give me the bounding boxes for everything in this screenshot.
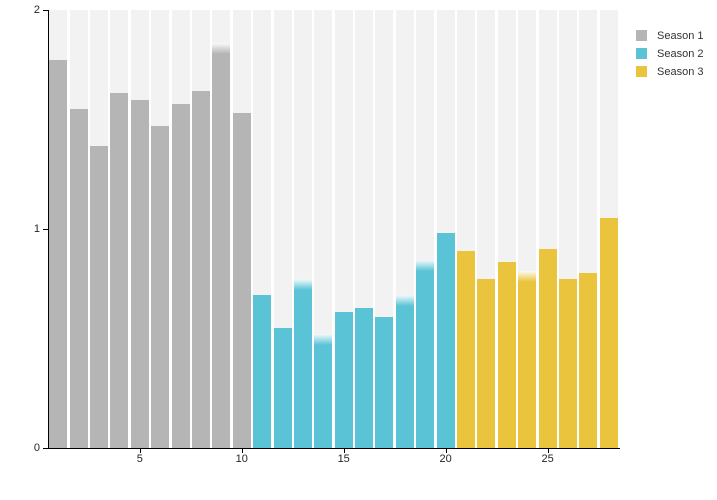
legend-item-season-3: Season 3: [636, 65, 704, 78]
bar-27-season-3: [579, 272, 598, 448]
bar-2-season-1: [69, 108, 88, 448]
y-axis-tick-label: 2: [33, 4, 40, 16]
bar-15-season-2: [334, 312, 353, 448]
legend-swatch-season-2: [636, 48, 647, 59]
bar-soft-top: [416, 259, 435, 271]
bar-14-season-2: [314, 334, 333, 448]
y-axis-tick-label: 1: [33, 223, 40, 235]
bar-soft-top: [293, 279, 312, 291]
x-axis-tick: [241, 449, 243, 453]
x-axis-tick: [139, 449, 141, 453]
y-axis-tick: [43, 448, 48, 449]
legend-swatch-season-3: [636, 66, 647, 77]
x-axis-tick-label: 5: [136, 453, 143, 465]
plot-area: [48, 10, 619, 448]
bar-26-season-3: [559, 279, 577, 448]
x-axis-line: [43, 448, 620, 449]
bar-10-season-1: [232, 112, 251, 448]
bar-soft-top: [314, 334, 333, 346]
bar-4-season-1: [110, 93, 129, 448]
bar-25-season-3: [538, 248, 557, 448]
bar-23-season-3: [497, 261, 516, 448]
bar-17-season-2: [375, 316, 394, 448]
legend-label-season-1: Season 1: [657, 29, 704, 42]
bar-5-season-1: [130, 99, 149, 448]
x-axis-tick-label: 25: [541, 453, 554, 465]
bar-16-season-2: [355, 307, 374, 448]
bar-3-season-1: [89, 145, 108, 448]
bar-1-season-1: [49, 60, 68, 448]
legend-label-season-3: Season 3: [657, 65, 704, 78]
x-axis-tick-label: 10: [235, 453, 248, 465]
y-axis-tick: [43, 10, 48, 11]
bar-8-season-1: [191, 91, 210, 448]
bar-21-season-3: [457, 250, 476, 448]
x-axis-tick-label: 20: [439, 453, 452, 465]
legend-item-season-1: Season 1: [636, 29, 704, 42]
bar-12-season-2: [273, 327, 292, 448]
bar-22-season-3: [477, 279, 496, 448]
y-axis-tick-label: 0: [33, 442, 40, 454]
bar-11-season-2: [253, 294, 272, 448]
bar-20-season-2: [436, 233, 455, 448]
bar-soft-top: [518, 270, 537, 282]
bar-7-season-1: [171, 104, 190, 448]
bar-19-season-2: [416, 259, 435, 448]
bar-6-season-1: [151, 126, 170, 448]
bar-13-season-2: [293, 279, 312, 448]
legend-label-season-2: Season 2: [657, 47, 704, 60]
bar-24-season-3: [518, 270, 537, 448]
x-axis-tick: [445, 449, 447, 453]
bar-soft-top: [212, 42, 231, 54]
bar-soft-top: [395, 294, 414, 306]
bar-9-season-1: [212, 42, 231, 448]
y-axis-line: [48, 10, 49, 449]
x-axis-tick: [343, 449, 345, 453]
x-axis-tick: [547, 449, 549, 453]
y-axis-tick: [43, 229, 48, 230]
bar-18-season-2: [395, 294, 414, 448]
x-axis-tick-label: 15: [337, 453, 350, 465]
bar-28-season-3: [599, 218, 618, 448]
legend-item-season-2: Season 2: [636, 47, 704, 60]
legend-swatch-season-1: [636, 30, 647, 41]
legend: Season 1 Season 2 Season 3: [636, 30, 703, 84]
